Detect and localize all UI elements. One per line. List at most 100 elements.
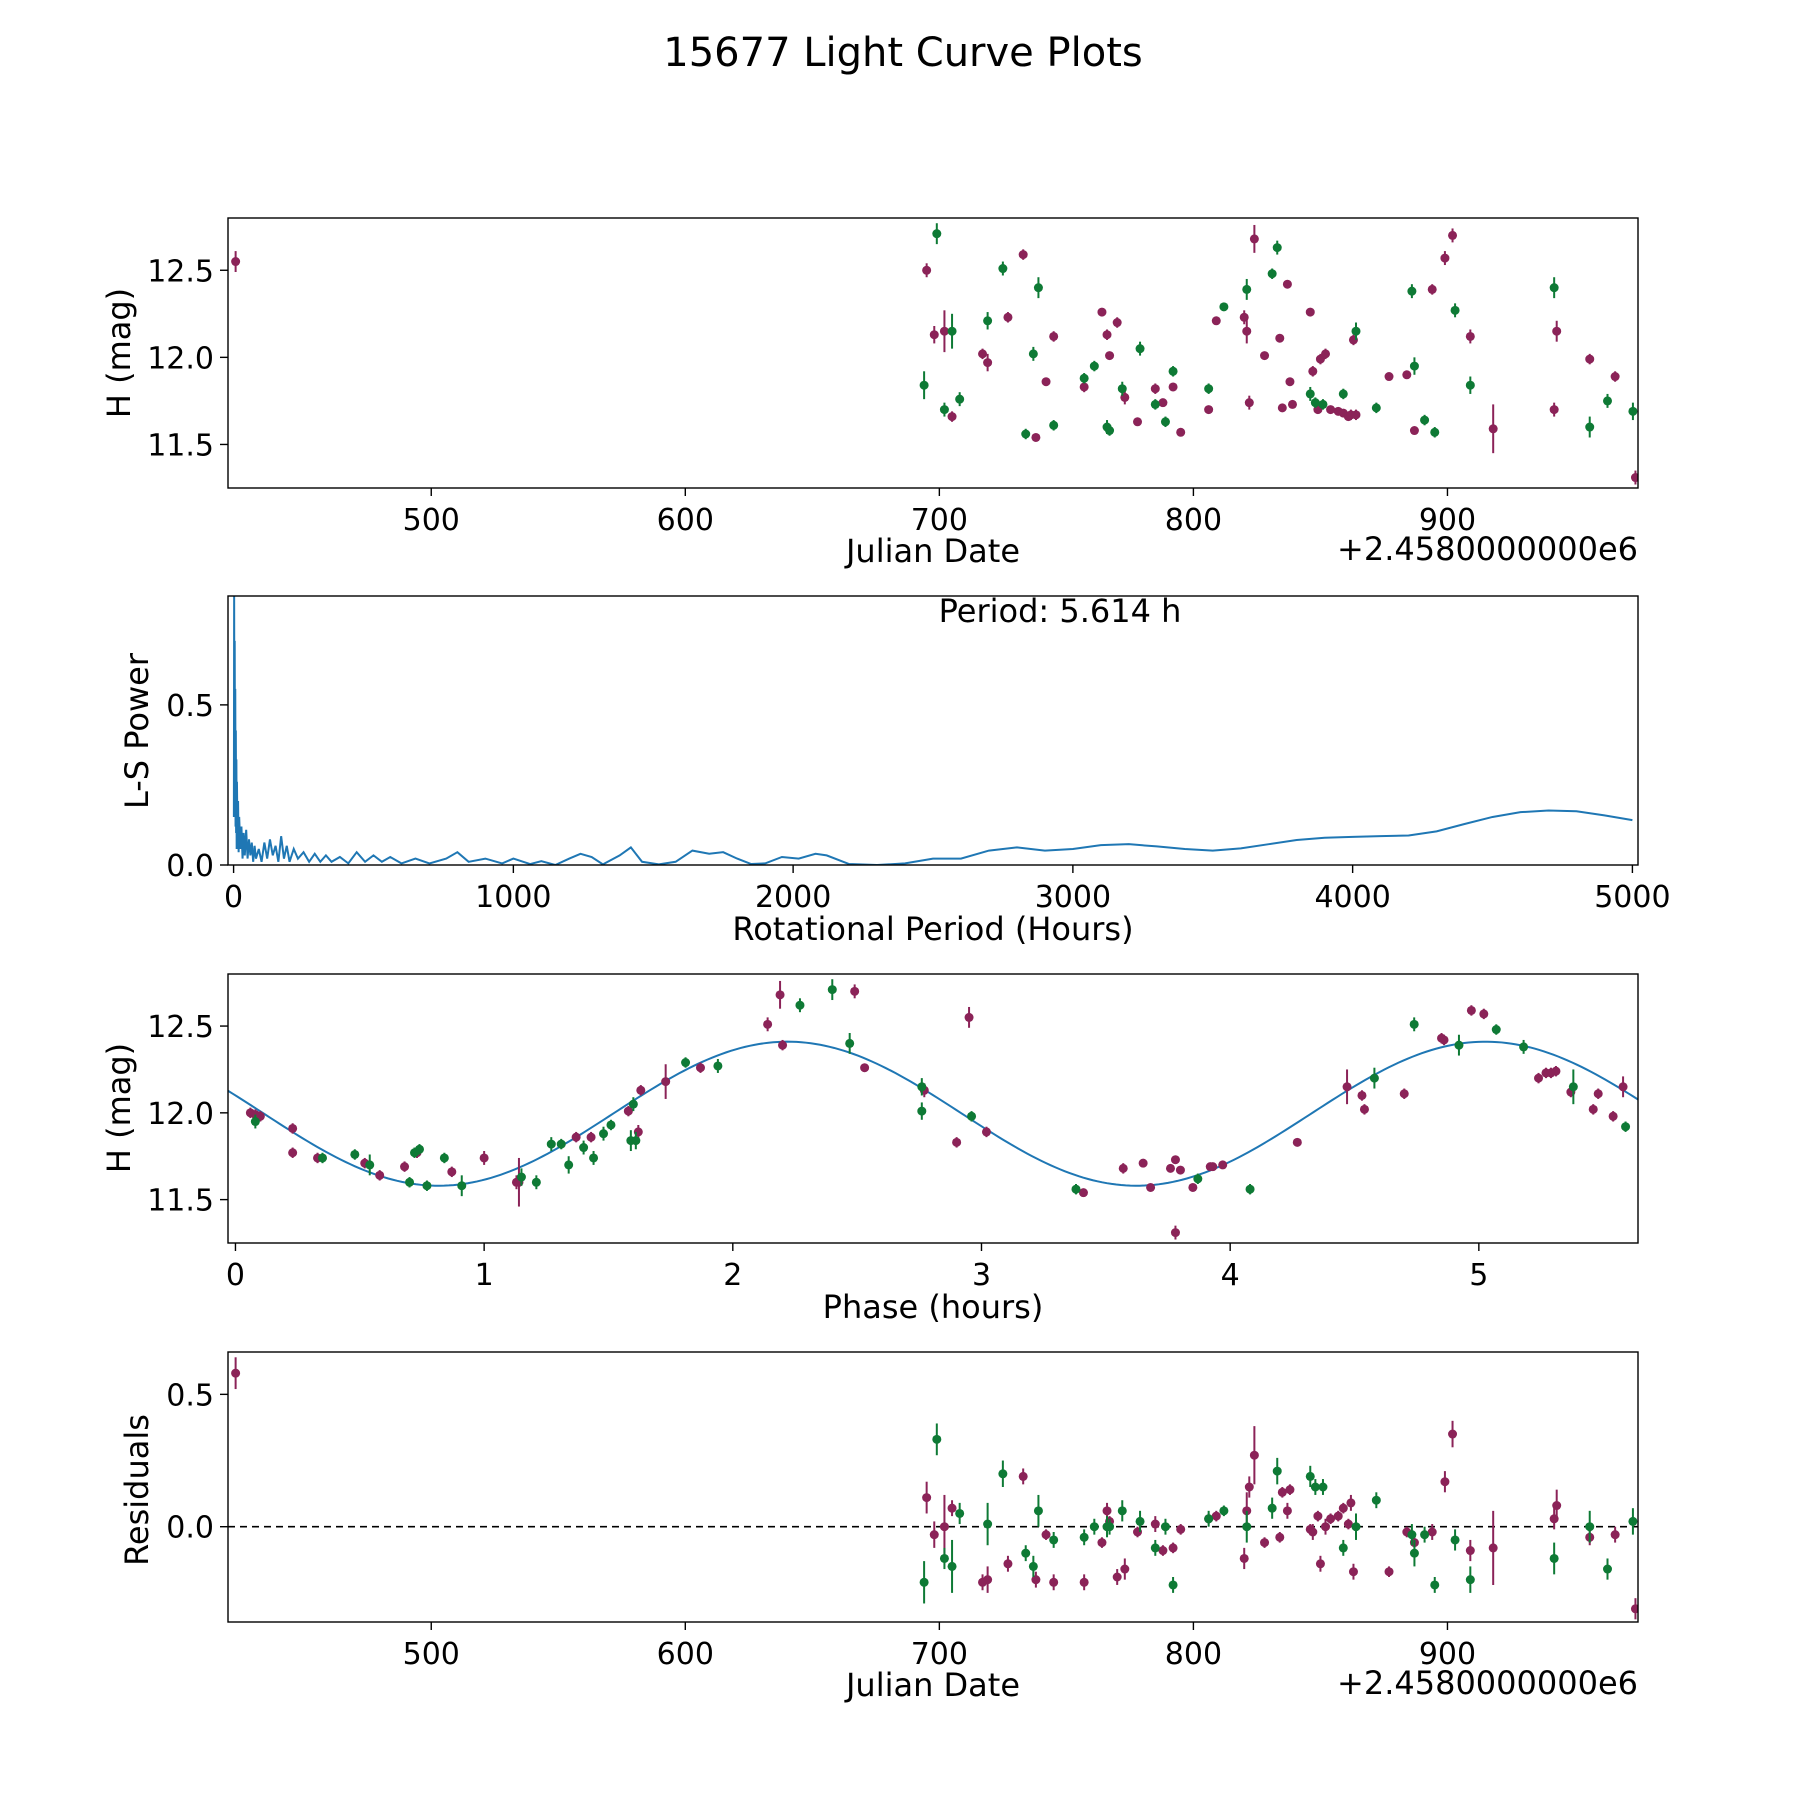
lc-green-point [1028, 346, 1038, 361]
res-red-point [1427, 1524, 1437, 1540]
lc-red-marker [1549, 405, 1559, 415]
phase-green-point [1193, 1173, 1203, 1184]
phase-red-marker [1118, 1163, 1128, 1173]
res-green-point [1318, 1479, 1328, 1495]
phase-green-marker [1245, 1184, 1255, 1194]
res-green-marker [1089, 1522, 1099, 1532]
lc-red-point [1277, 403, 1287, 413]
res-green-point [1465, 1566, 1475, 1593]
lc-red-point [1003, 312, 1013, 323]
res-red-point [1018, 1468, 1028, 1485]
lc-red-marker [1448, 230, 1458, 240]
lc-green-point [1465, 376, 1475, 394]
res-red-point [231, 1357, 241, 1390]
phase-green-marker [1409, 1019, 1419, 1029]
res-red-marker [922, 1493, 932, 1503]
res-green-marker [1628, 1516, 1638, 1526]
res-green-point [919, 1561, 929, 1604]
phase-red-marker [1608, 1111, 1618, 1121]
lc-red-marker [1305, 307, 1315, 317]
res-green-point [1117, 1500, 1127, 1522]
phase-red-marker [763, 1019, 773, 1029]
light-curve-marks [231, 223, 1638, 485]
phase-x-tick-label: 5 [1469, 1258, 1488, 1293]
lc-red-marker [1133, 417, 1143, 427]
res-green-marker [1351, 1522, 1361, 1532]
res-green-marker [1338, 1543, 1348, 1553]
phase-y-tick-label: 11.5 [147, 1184, 214, 1219]
phase-green-marker [564, 1160, 574, 1170]
lc-green-point [1242, 278, 1252, 300]
lc-red-marker [1351, 410, 1361, 420]
res-red-point [1333, 1510, 1343, 1522]
res-green-point [1585, 1510, 1595, 1543]
lc-red-marker [1260, 351, 1270, 361]
lc-green-marker [947, 326, 957, 336]
lc-y-tick-label: 12.0 [147, 341, 214, 376]
phase-green-point [350, 1149, 360, 1160]
phase-red-marker [1165, 1163, 1175, 1173]
res-red-marker [1338, 1503, 1348, 1513]
res-red-marker [1343, 1519, 1353, 1529]
lc-green-marker [1603, 396, 1613, 406]
lc-red-marker [1176, 427, 1186, 437]
res-red-marker [1041, 1530, 1051, 1540]
lc-green-marker [998, 264, 1008, 274]
lc-red-marker [1097, 307, 1107, 317]
lc-red-point [1440, 251, 1450, 266]
lc-red-marker [1168, 382, 1178, 392]
lc-red-point [1112, 317, 1122, 328]
res-green-marker [1204, 1514, 1214, 1524]
lc-red-marker [1321, 349, 1331, 359]
lc-red-point [1079, 381, 1089, 393]
lc-red-point [1488, 404, 1498, 454]
res-green-marker [1079, 1532, 1089, 1542]
res-green-point [998, 1460, 1008, 1487]
phase-red-marker [1342, 1082, 1352, 1092]
lc-red-point [1249, 224, 1259, 253]
res-red-marker [947, 1503, 957, 1513]
lc-red-point [1204, 405, 1214, 415]
phase-green-point [531, 1175, 541, 1190]
res-green-marker [1305, 1471, 1315, 1481]
phase-green-marker [917, 1082, 927, 1092]
residuals-x-ticks: 500 600 700 800 900 [403, 1622, 1476, 1672]
phase-red-point [1292, 1137, 1302, 1147]
lc-red-point [1133, 417, 1143, 427]
lc-red-point [1549, 402, 1559, 417]
phased-curve-marks [228, 979, 1638, 1240]
phase-red-point [1551, 1065, 1561, 1077]
ls-y-tick-label: 0.0 [166, 849, 214, 884]
res-red-marker [1158, 1546, 1168, 1556]
phase-green-marker [457, 1181, 467, 1191]
phase-green-point [556, 1138, 566, 1150]
lc-red-point [1630, 470, 1638, 485]
lc-red-marker [1465, 331, 1475, 341]
phase-green-marker [713, 1061, 723, 1071]
lc-red-marker [1630, 473, 1638, 483]
lc-red-marker [1552, 326, 1562, 336]
res-green-marker [1450, 1535, 1460, 1545]
res-green-marker [939, 1553, 949, 1563]
res-green-point [1021, 1545, 1031, 1562]
phase-green-point [599, 1126, 609, 1141]
phase-red-point [1118, 1163, 1128, 1174]
res-red-point [1168, 1542, 1178, 1554]
phase-green-marker [439, 1153, 449, 1163]
phase-green-marker [827, 985, 837, 995]
res-y-tick-label: 0.5 [166, 1378, 214, 1413]
res-green-point [1079, 1529, 1089, 1546]
periodogram-y-ticks: 0.0 0.5 [166, 689, 228, 884]
lc-green-marker [1267, 269, 1277, 279]
res-green-marker [1420, 1530, 1430, 1540]
lc-red-point [1176, 427, 1186, 437]
lc-red-marker [1204, 405, 1214, 415]
lc-red-point [1326, 405, 1336, 415]
res-red-point [1348, 1563, 1358, 1580]
lc-green-point [1549, 277, 1559, 299]
res-red-point [1244, 1476, 1254, 1498]
res-green-marker [1267, 1503, 1277, 1513]
phase-green-point [606, 1119, 616, 1131]
lc-green-marker [1409, 361, 1419, 371]
phase-green-point [1621, 1121, 1631, 1132]
